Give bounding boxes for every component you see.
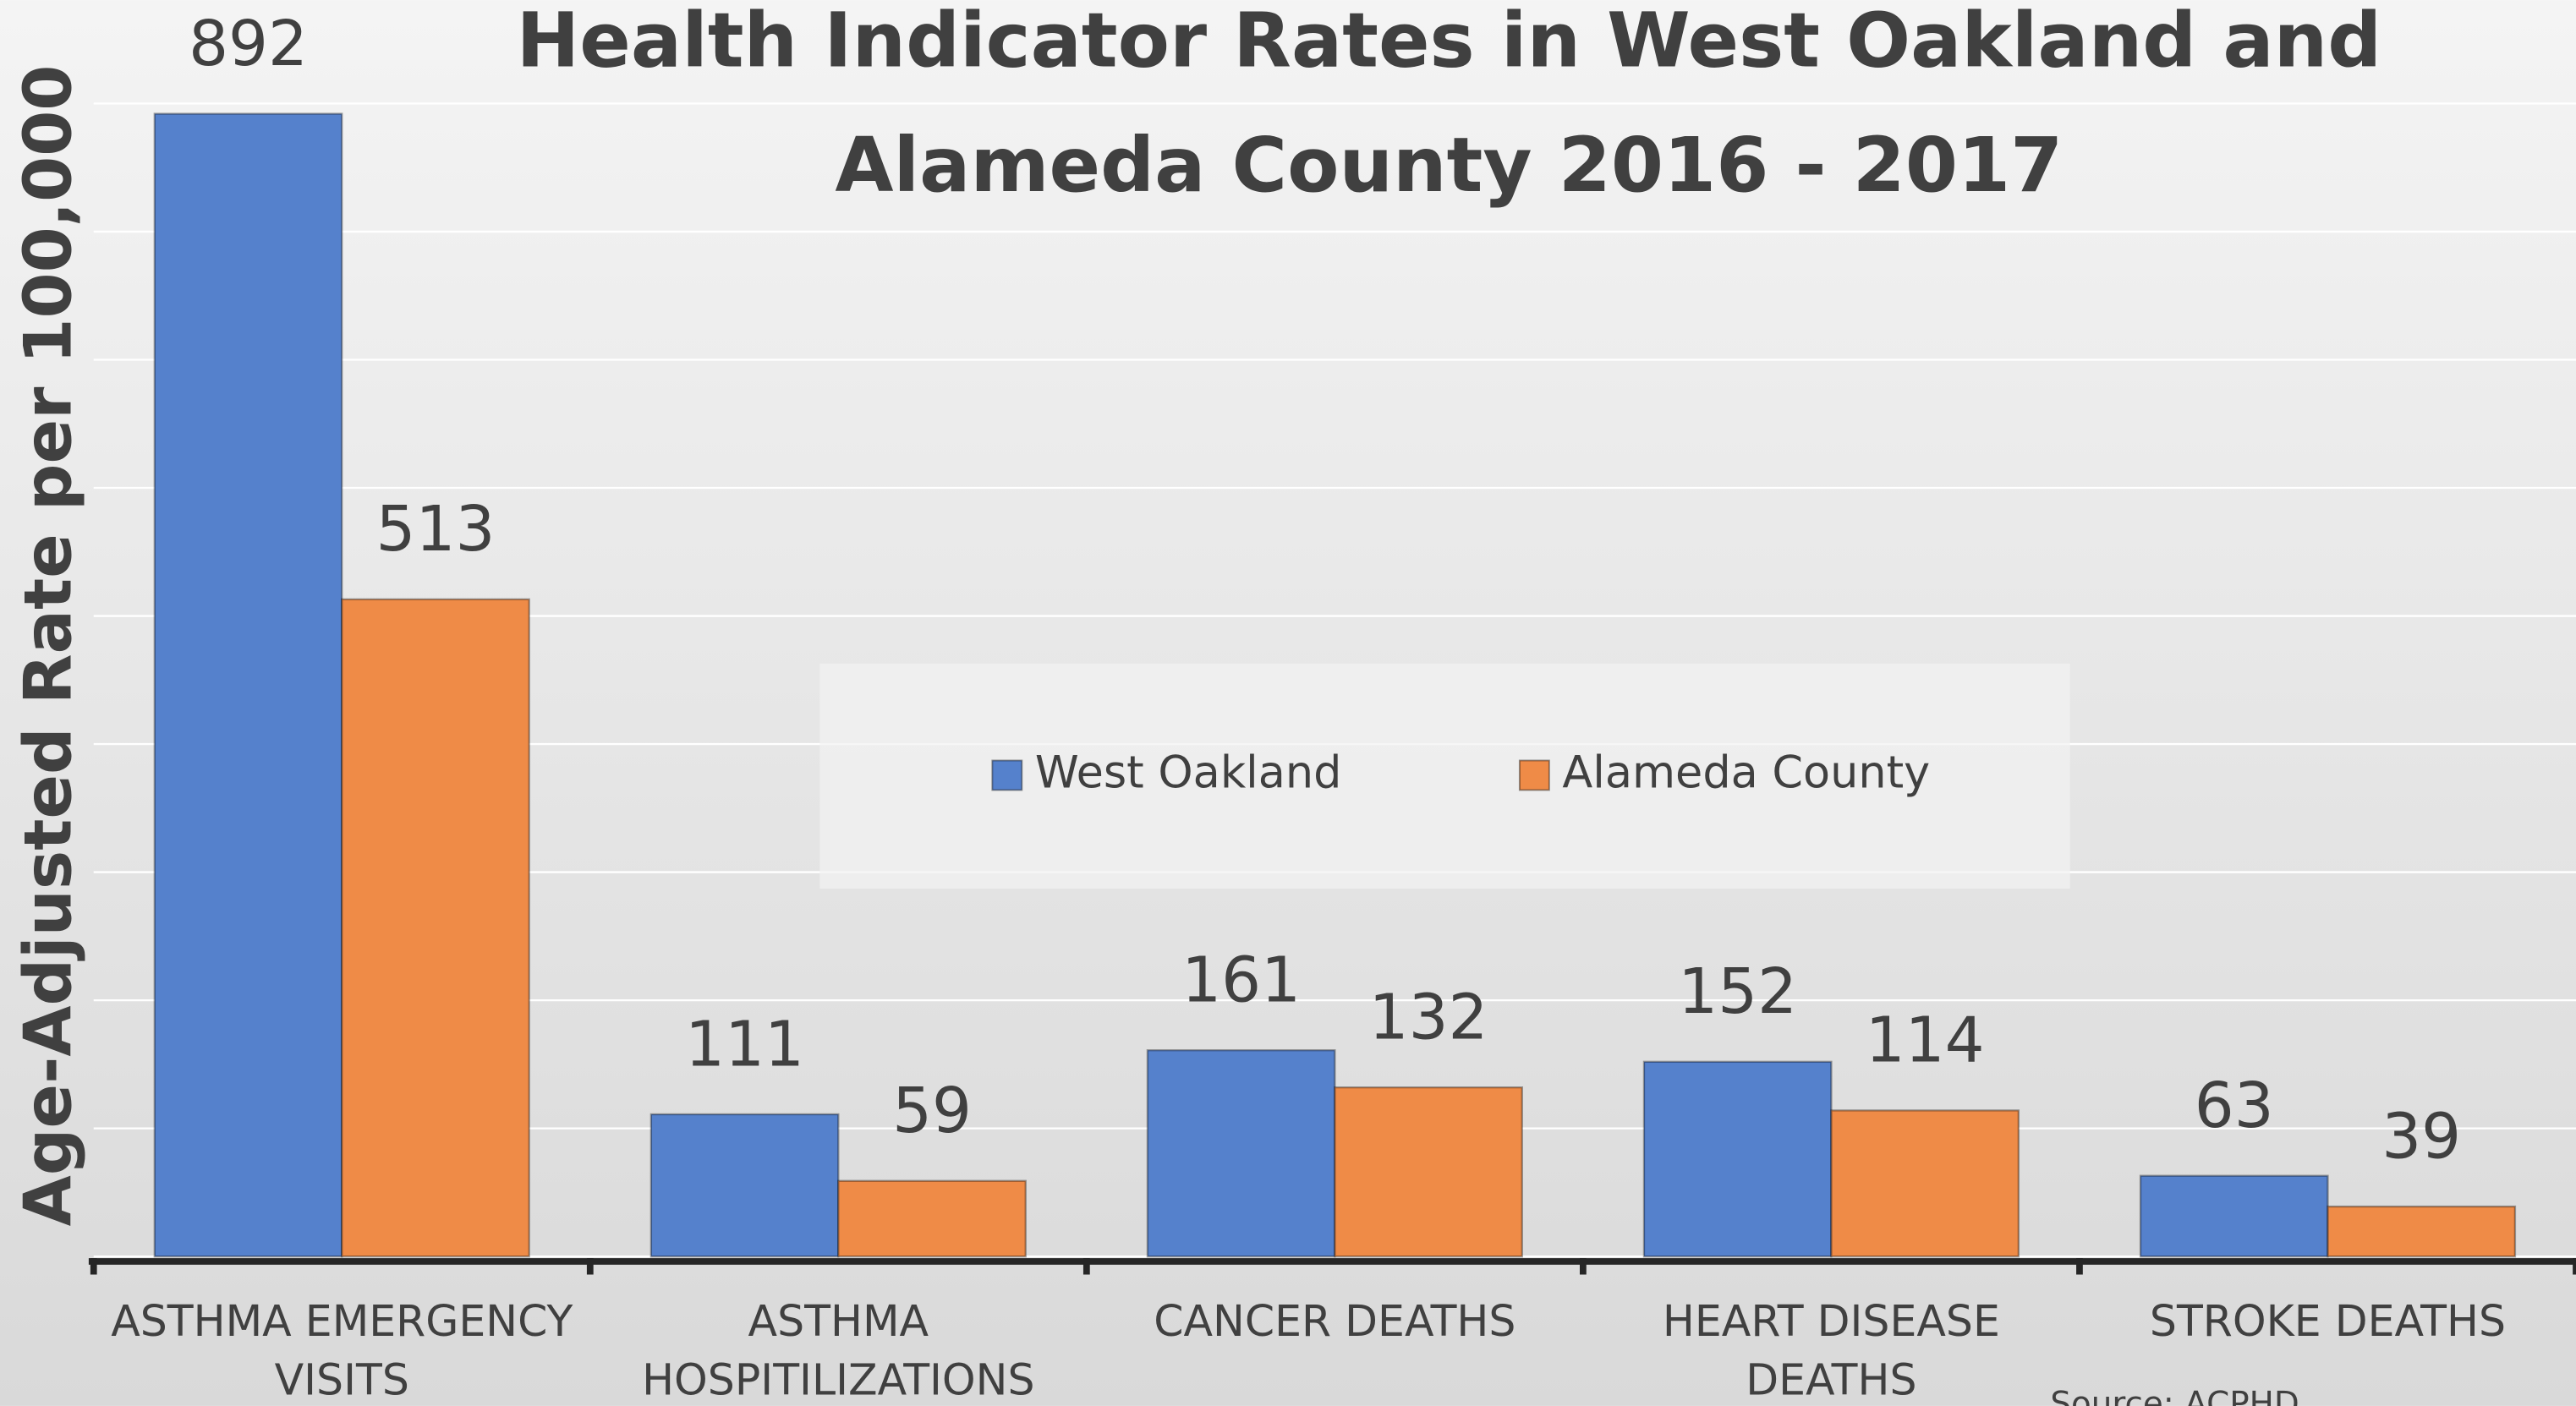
data-label: 152 xyxy=(1678,955,1797,1028)
data-label: 161 xyxy=(1181,944,1301,1017)
legend-label: West Oakland xyxy=(1035,747,1342,799)
source-note: Source: ACPHD xyxy=(2050,1385,2299,1406)
bar xyxy=(2327,1205,2517,1258)
data-label: 39 xyxy=(2381,1100,2461,1173)
chart-title: Health Indicator Rates in West Oakland a… xyxy=(517,0,2382,211)
bar xyxy=(1642,1060,1833,1258)
bar xyxy=(1830,1109,2020,1258)
bar xyxy=(1146,1049,1336,1258)
x-tick-label: ASTHMA EMERGENCY VISITS xyxy=(111,1295,573,1404)
x-tick-label: CANCER DEATHS xyxy=(1154,1295,1515,1345)
bar xyxy=(1334,1086,1523,1258)
legend-box xyxy=(819,663,2070,889)
bar xyxy=(341,598,530,1258)
legend-swatch xyxy=(991,759,1023,791)
data-label: 114 xyxy=(1866,1004,1985,1077)
bar xyxy=(153,112,343,1258)
x-tick-label: ASTHMA HOSPITILIZATIONS xyxy=(642,1295,1034,1404)
legend-swatch xyxy=(1518,759,1550,791)
data-label: 513 xyxy=(376,493,496,566)
data-label: 892 xyxy=(189,8,308,80)
data-label: 63 xyxy=(2195,1070,2274,1142)
y-axis-label: Age-Adjusted Rate per 100,000 xyxy=(11,65,87,1227)
data-label: 111 xyxy=(685,1008,804,1080)
bar xyxy=(2139,1174,2329,1258)
bar xyxy=(837,1179,1027,1258)
legend-label: Alameda County xyxy=(1562,747,1930,799)
bar xyxy=(649,1113,840,1258)
data-label: 132 xyxy=(1369,981,1488,1053)
data-label: 59 xyxy=(892,1075,972,1147)
x-tick-label: HEART DISEASE DEATHS xyxy=(1663,1295,2000,1404)
x-tick-label: STROKE DEATHS xyxy=(2150,1295,2506,1345)
